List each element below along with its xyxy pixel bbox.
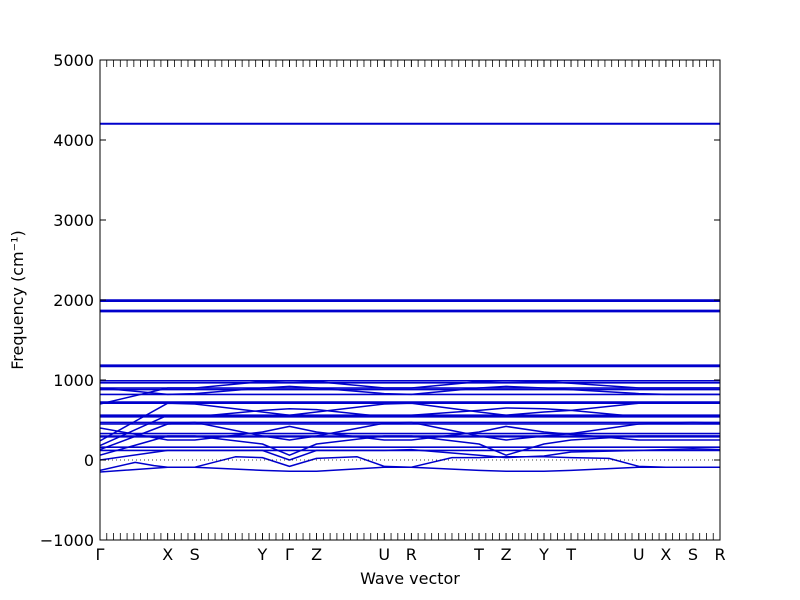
- x-tick-label: Γ: [96, 545, 105, 564]
- y-tick-label: 4000: [53, 131, 94, 150]
- y-tick-label: 2000: [53, 291, 94, 310]
- dispersive-band-8: [100, 385, 720, 396]
- x-tick-label: R: [714, 545, 725, 564]
- bands-layer: [100, 122, 720, 473]
- dispersive-band-1: [100, 456, 720, 472]
- x-tick-label: S: [688, 545, 698, 564]
- dispersive-band-5: [100, 407, 720, 447]
- x-tick-label: R: [406, 545, 417, 564]
- x-tick-label: Z: [501, 545, 512, 564]
- x-tick-label: S: [190, 545, 200, 564]
- y-tick-label: 3000: [53, 211, 94, 230]
- x-tick-label: Y: [538, 545, 549, 564]
- x-tick-label: Z: [311, 545, 322, 564]
- dispersive-band-9: [100, 425, 720, 441]
- dispersive-band-7: [100, 380, 720, 405]
- y-axis-label: Frequency (cm⁻¹): [8, 230, 27, 369]
- y-axis-ticks: −1000 0 1000 2000 3000 4000 5000: [40, 51, 720, 550]
- y-tick-label: −1000: [40, 531, 94, 550]
- dispersive-band-2: [100, 448, 720, 461]
- x-tick-label: X: [660, 545, 671, 564]
- x-tick-label: Γ: [285, 545, 294, 564]
- x-tick-label: Y: [257, 545, 268, 564]
- x-tick-label: X: [162, 545, 173, 564]
- x-tick-label: U: [378, 545, 390, 564]
- dispersive-band-4: [100, 421, 720, 451]
- x-axis-label: Wave vector: [360, 569, 460, 588]
- y-tick-label: 1000: [53, 371, 94, 390]
- x-tick-label: T: [473, 545, 484, 564]
- dispersive-band-6: [100, 401, 720, 442]
- x-tick-label: T: [565, 545, 576, 564]
- x-tick-label: U: [633, 545, 645, 564]
- y-tick-label: 0: [84, 451, 94, 470]
- y-tick-label: 5000: [53, 51, 94, 70]
- dispersive-band-3: [100, 435, 720, 456]
